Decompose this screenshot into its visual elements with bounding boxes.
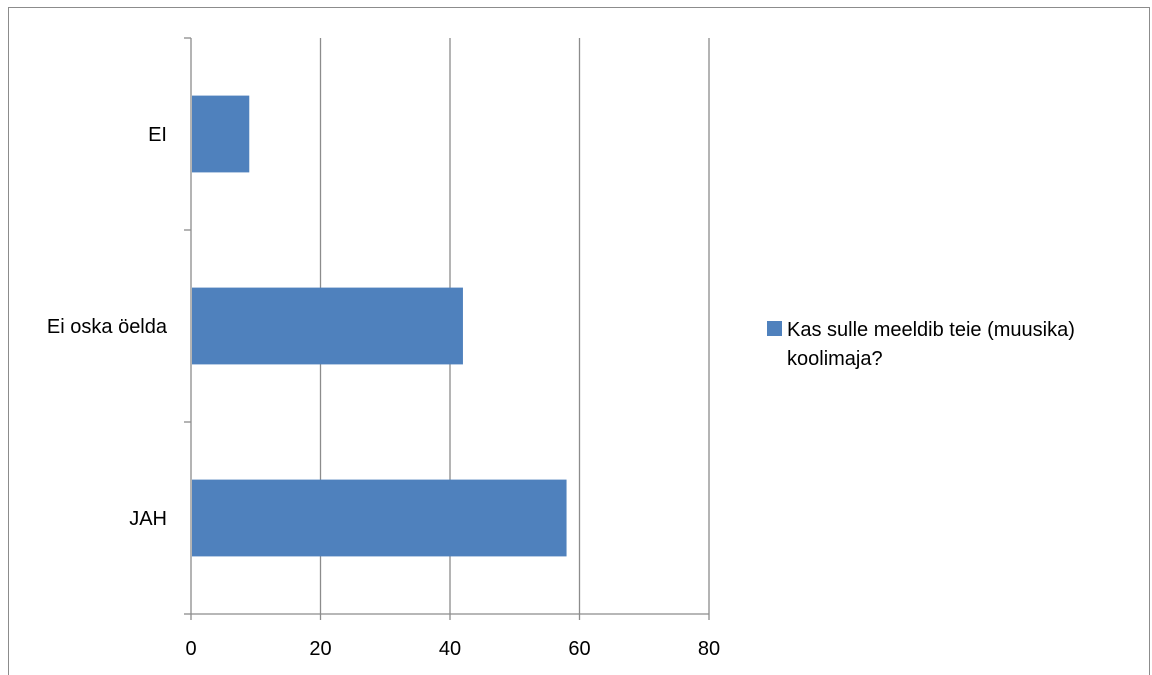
- x-tick-label-20: 20: [309, 638, 331, 660]
- category-label-2: EI: [148, 124, 167, 146]
- category-label-0: JAH: [129, 508, 167, 530]
- legend-label-line-0: Kas sulle meeldib teie (muusika): [787, 319, 1075, 341]
- bar-ei-oska-elda: [192, 287, 463, 365]
- x-tick-label-0: 0: [185, 638, 196, 660]
- legend-swatch: [767, 321, 782, 336]
- x-tick-label-40: 40: [439, 638, 461, 660]
- legend: Kas sulle meeldib teie (muusika) koolimaj…: [767, 319, 1075, 370]
- bar-jah: [192, 479, 567, 557]
- chart-frame: [8, 7, 1150, 675]
- x-tick-label-80: 80: [698, 638, 720, 660]
- category-label-1: Ei oska öelda: [47, 316, 168, 338]
- x-tick-label-60: 60: [568, 638, 590, 660]
- bars: [192, 95, 567, 557]
- legend-label-line-1: koolimaja?: [787, 348, 883, 370]
- labels: 0 20 40 60 80 JAH Ei oska öelda EI: [47, 124, 720, 660]
- bar-ei: [192, 95, 250, 173]
- axes: [184, 37, 710, 620]
